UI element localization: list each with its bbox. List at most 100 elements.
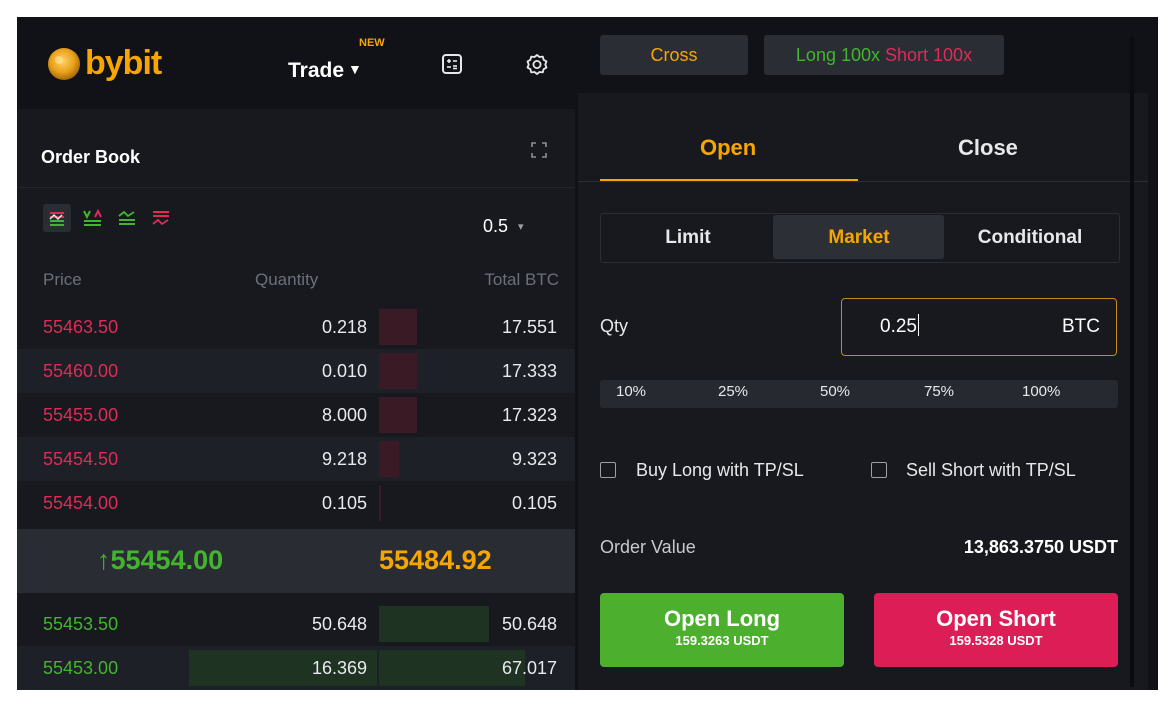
ask-row[interactable]: 55455.00 8.000 17.323 [17, 393, 575, 437]
order-type-active-bg [773, 215, 944, 259]
ask-qty: 0.010 [321, 361, 367, 381]
percentage-slider[interactable] [600, 380, 1118, 408]
mid-price-bar: ↑55454.00 55484.92 [17, 529, 575, 593]
left-panel: bybit NEW Trade ▼ [17, 17, 575, 690]
ask-total: 17.333 [501, 361, 557, 381]
scrollbar[interactable] [1130, 37, 1134, 687]
order-book-title: Order Book [41, 147, 141, 167]
expand-icon[interactable] [530, 141, 548, 164]
depth-bar [379, 309, 417, 345]
bybit-logo-mark-icon [48, 48, 80, 80]
depth-bar [379, 353, 417, 389]
ask-total: 17.323 [501, 405, 557, 425]
new-badge: NEW [359, 37, 385, 49]
leverage-button[interactable]: Long 100x Short 100x [764, 35, 1004, 75]
ask-row[interactable]: 55454.50 9.218 9.323 [17, 437, 575, 481]
pct-100[interactable]: 100% [1022, 383, 1061, 400]
open-long-label: Open Long [663, 606, 781, 631]
order-form-panel: Cross Long 100x Short 100x Open Close Li… [578, 17, 1148, 690]
order-type-market[interactable]: Market [828, 227, 890, 248]
bid-price: 55453.50 [43, 614, 119, 634]
sell-tpsl-checkbox[interactable] [871, 462, 887, 478]
order-book-header: Order Book [17, 121, 575, 188]
leverage-short: Short 100x [885, 45, 973, 65]
order-value-label: Order Value [600, 537, 696, 557]
open-long-button[interactable]: Open Long 159.3263 USDT [600, 593, 844, 667]
depth-bar [379, 397, 417, 433]
bid-row[interactable]: 55453.50 50.648 50.648 [17, 602, 575, 646]
order-type-selector [600, 213, 1120, 263]
ask-price: 55455.00 [43, 405, 119, 425]
depth-bar [379, 485, 381, 521]
bybit-logo[interactable]: bybit [45, 43, 162, 83]
ask-price: 55463.50 [43, 317, 119, 337]
active-tab-indicator [600, 179, 858, 181]
view-both-button[interactable] [43, 204, 71, 232]
depth-value: 0.5 [483, 216, 509, 236]
pct-50[interactable]: 50% [820, 383, 851, 400]
last-price: ↑55454.00 [97, 545, 223, 576]
ask-row[interactable]: 55454.00 0.105 0.105 [17, 481, 575, 525]
qty-value: 0.25 [880, 299, 919, 355]
ask-price: 55460.00 [43, 361, 119, 381]
depth-select[interactable]: 0.5 ▾ [483, 216, 524, 237]
bid-qty: 16.369 [311, 658, 367, 678]
open-short-button[interactable]: Open Short 159.5328 USDT [874, 593, 1118, 667]
order-value: 13,863.3750 USDT [963, 537, 1118, 557]
margin-mode-button[interactable]: Cross [600, 35, 748, 75]
column-header-price: Price [43, 270, 82, 289]
bid-total: 67.017 [501, 658, 557, 678]
buy-tpsl-label[interactable]: Buy Long with TP/SL [636, 460, 804, 480]
ask-qty: 0.105 [321, 493, 367, 513]
pct-75[interactable]: 75% [924, 383, 955, 400]
sell-tpsl-label[interactable]: Sell Short with TP/SL [906, 460, 1076, 480]
bid-row[interactable]: 55453.00 16.369 67.017 [17, 646, 575, 690]
tab-open[interactable]: Open [700, 135, 757, 160]
buy-tpsl-checkbox[interactable] [600, 462, 616, 478]
view-sorted-button[interactable] [79, 204, 107, 232]
ask-row[interactable]: 55463.50 0.218 17.551 [17, 305, 575, 349]
depth-bar [379, 606, 489, 642]
chevron-down-icon: ▾ [518, 221, 524, 233]
open-short-label: Open Short [936, 606, 1056, 631]
view-asks-button[interactable] [147, 204, 175, 232]
trade-label: Trade [288, 59, 345, 82]
tab-close[interactable]: Close [958, 135, 1018, 160]
ask-price: 55454.00 [43, 493, 119, 513]
depth-bar [189, 650, 377, 686]
calculator-icon[interactable] [441, 53, 463, 80]
ask-qty: 8.000 [321, 405, 367, 425]
ask-total: 9.323 [511, 449, 557, 469]
order-type-limit[interactable]: Limit [665, 227, 711, 248]
qty-input[interactable]: 0.25 BTC [841, 298, 1117, 356]
top-bar: bybit NEW Trade ▼ [17, 17, 575, 109]
depth-bar [379, 650, 525, 686]
qty-unit: BTC [1062, 316, 1100, 337]
arrow-up-icon: ↑ [97, 545, 111, 575]
trade-menu[interactable]: Trade ▼ [288, 59, 362, 83]
qty-value-text: 0.25 [880, 316, 917, 337]
pct-10[interactable]: 10% [616, 383, 647, 400]
bid-qty: 50.648 [311, 614, 367, 634]
qty-label: Qty [600, 316, 629, 336]
ask-qty: 0.218 [321, 317, 367, 337]
bid-total: 50.648 [501, 614, 557, 634]
mark-price: 55484.92 [379, 545, 492, 575]
trading-app: bybit NEW Trade ▼ [17, 17, 1158, 690]
ask-row[interactable]: 55460.00 0.010 17.333 [17, 349, 575, 393]
tab-divider [578, 181, 1148, 182]
ask-total: 0.105 [511, 493, 557, 513]
leverage-long: Long 100x [795, 45, 880, 65]
column-header-quantity: Quantity [255, 270, 319, 289]
view-bids-button[interactable] [113, 204, 141, 232]
order-type-conditional[interactable]: Conditional [977, 227, 1083, 248]
pct-25[interactable]: 25% [718, 383, 749, 400]
ask-qty: 9.218 [321, 449, 367, 469]
text-cursor [917, 314, 919, 336]
depth-bar [379, 441, 399, 477]
ask-price: 55454.50 [43, 449, 119, 469]
gear-icon[interactable] [525, 53, 549, 82]
column-header-total: Total BTC [484, 270, 559, 289]
open-short-cost: 159.5328 USDT [949, 633, 1043, 648]
last-price-value: 55454.00 [110, 545, 224, 575]
